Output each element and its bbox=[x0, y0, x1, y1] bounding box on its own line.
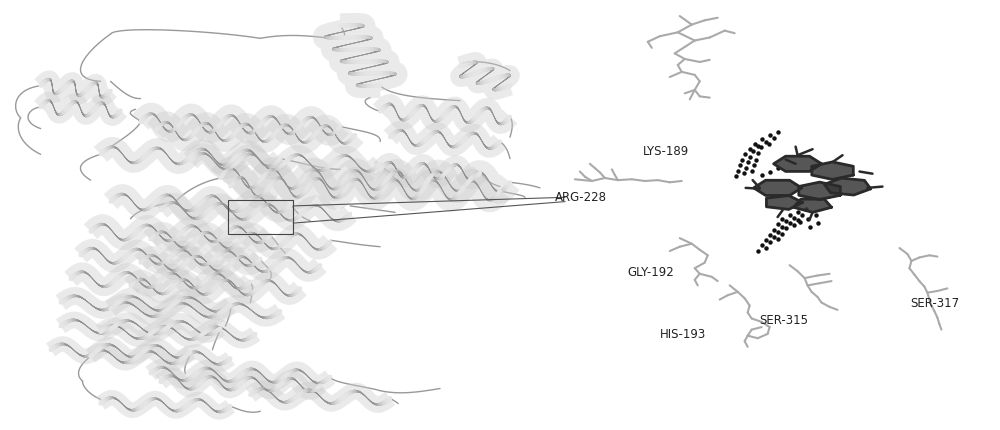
Text: LYS-189: LYS-189 bbox=[643, 145, 689, 158]
Text: HIS-193: HIS-193 bbox=[660, 328, 706, 341]
Polygon shape bbox=[754, 181, 802, 196]
Polygon shape bbox=[794, 200, 832, 213]
Polygon shape bbox=[774, 157, 822, 172]
Polygon shape bbox=[824, 179, 871, 196]
Text: ARG-228: ARG-228 bbox=[555, 190, 607, 203]
Polygon shape bbox=[812, 163, 853, 180]
Bar bbox=[228, 201, 293, 234]
Polygon shape bbox=[799, 183, 840, 200]
Text: GLY-192: GLY-192 bbox=[628, 265, 675, 278]
Text: SER-317: SER-317 bbox=[910, 296, 959, 309]
Text: SER-315: SER-315 bbox=[760, 313, 809, 326]
Polygon shape bbox=[766, 196, 803, 210]
